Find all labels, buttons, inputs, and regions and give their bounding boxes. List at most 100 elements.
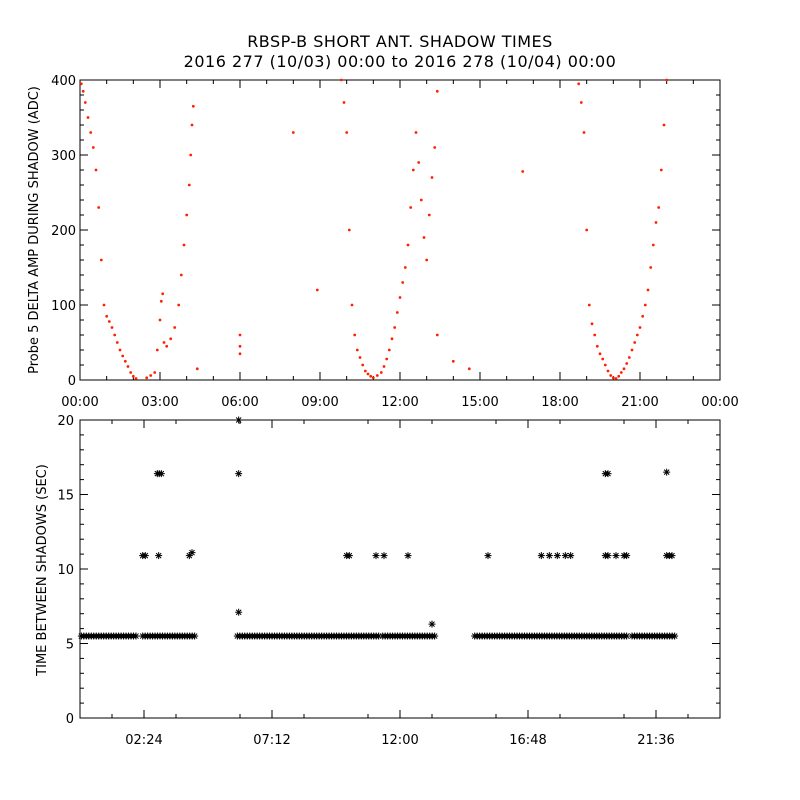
- data-point: [577, 82, 581, 86]
- data-point: [623, 552, 631, 560]
- data-point: [643, 303, 647, 307]
- chart-subtitle: 2016 277 (10/03) 00:00 to 2016 278 (10/0…: [183, 52, 617, 71]
- top-x-ticks: 00:00 03:00 06:00 09:00 12:00 15:00 18:00 21:00…: [61, 80, 739, 410]
- top-x-tick-label: 15:00: [461, 395, 498, 410]
- data-point: [369, 374, 373, 378]
- data-point: [350, 303, 354, 307]
- data-point: [102, 303, 106, 307]
- data-point: [358, 356, 362, 359]
- data-point: [123, 359, 127, 363]
- data-point: [185, 213, 189, 217]
- data-point: [190, 123, 194, 127]
- data-point: [134, 377, 138, 380]
- data-point: [612, 552, 620, 560]
- data-point: [89, 131, 93, 134]
- data-point: [159, 299, 163, 303]
- data-point: [141, 552, 149, 560]
- data-point: [662, 123, 666, 127]
- data-point: [238, 344, 242, 348]
- data-point: [579, 101, 583, 104]
- data-point: [182, 243, 186, 247]
- bottom-data-points: [77, 416, 679, 640]
- data-point: [345, 552, 353, 560]
- data-point: [145, 376, 149, 380]
- data-point: [131, 374, 135, 378]
- data-point: [235, 416, 243, 424]
- data-point: [345, 131, 349, 134]
- data-point: [291, 131, 295, 134]
- data-point: [561, 552, 569, 560]
- data-point: [603, 363, 607, 367]
- data-point: [593, 333, 597, 337]
- data-point: [342, 101, 346, 104]
- data-point: [654, 221, 658, 224]
- data-point: [665, 78, 669, 82]
- data-point: [371, 376, 375, 380]
- data-point: [611, 376, 615, 380]
- data-point: [238, 333, 242, 337]
- data-point: [161, 292, 165, 296]
- data-point: [375, 374, 379, 377]
- top-x-tick-label: 06:00: [221, 395, 258, 410]
- data-point: [99, 258, 103, 262]
- data-point: [395, 311, 399, 314]
- data-point: [668, 552, 676, 560]
- data-point: [158, 318, 162, 322]
- data-point: [97, 206, 101, 209]
- data-point: [646, 288, 650, 292]
- data-point: [659, 168, 663, 172]
- data-point: [430, 176, 434, 179]
- top-x-tick-label: 18:00: [541, 395, 578, 410]
- bottom-y-tick-label: 5: [66, 638, 74, 653]
- data-point: [649, 266, 653, 269]
- data-point: [582, 131, 586, 134]
- data-point: [169, 337, 173, 341]
- data-point: [609, 374, 613, 377]
- data-point: [614, 377, 618, 380]
- data-point: [195, 367, 199, 371]
- data-point: [657, 206, 661, 209]
- data-point: [567, 552, 575, 560]
- bottom-y-axis-label: TIME BETWEEN SHADOWS (SEC): [35, 464, 50, 677]
- data-point: [380, 552, 388, 560]
- bottom-y-tick-label: 15: [57, 489, 74, 504]
- data-point: [366, 372, 370, 376]
- data-point: [451, 359, 455, 363]
- data-point: [425, 258, 429, 262]
- data-point: [132, 632, 140, 640]
- data-point: [379, 371, 383, 374]
- data-point: [409, 206, 413, 209]
- bottom-y-tick-label: 0: [66, 712, 74, 727]
- bottom-x-ticks: 02:24 07:12 12:00 16:48 21:36: [111, 420, 689, 748]
- data-point: [162, 341, 166, 344]
- data-point: [435, 333, 439, 337]
- top-y-ticks: 0 100 200 300 400: [51, 74, 720, 389]
- data-point: [91, 146, 95, 149]
- data-point: [387, 348, 391, 352]
- data-point: [619, 371, 623, 374]
- bottom-y-tick-label: 20: [57, 414, 74, 429]
- data-point: [403, 266, 407, 269]
- data-point: [587, 303, 591, 307]
- data-point: [105, 314, 109, 318]
- data-point: [641, 314, 645, 318]
- data-point: [372, 552, 380, 560]
- data-point: [411, 168, 415, 172]
- data-point: [238, 352, 242, 356]
- data-point: [427, 213, 431, 217]
- top-x-tick-label: 03:00: [141, 395, 178, 410]
- data-point: [585, 228, 589, 232]
- data-point: [627, 356, 631, 359]
- data-point: [595, 344, 599, 348]
- data-point: [113, 333, 117, 337]
- data-point: [630, 348, 634, 352]
- bottom-y-tick-label: 10: [57, 563, 74, 578]
- top-x-tick-label: 21:00: [621, 395, 658, 410]
- bottom-panel: 02:24 07:12 12:00 16:48 21:36 0 5 10 15 20 TIME …: [35, 414, 721, 748]
- top-y-tick-label: 400: [51, 74, 76, 89]
- data-point: [398, 296, 402, 299]
- top-y-tick-label: 200: [51, 224, 76, 239]
- data-point: [81, 89, 85, 93]
- data-point: [625, 362, 629, 365]
